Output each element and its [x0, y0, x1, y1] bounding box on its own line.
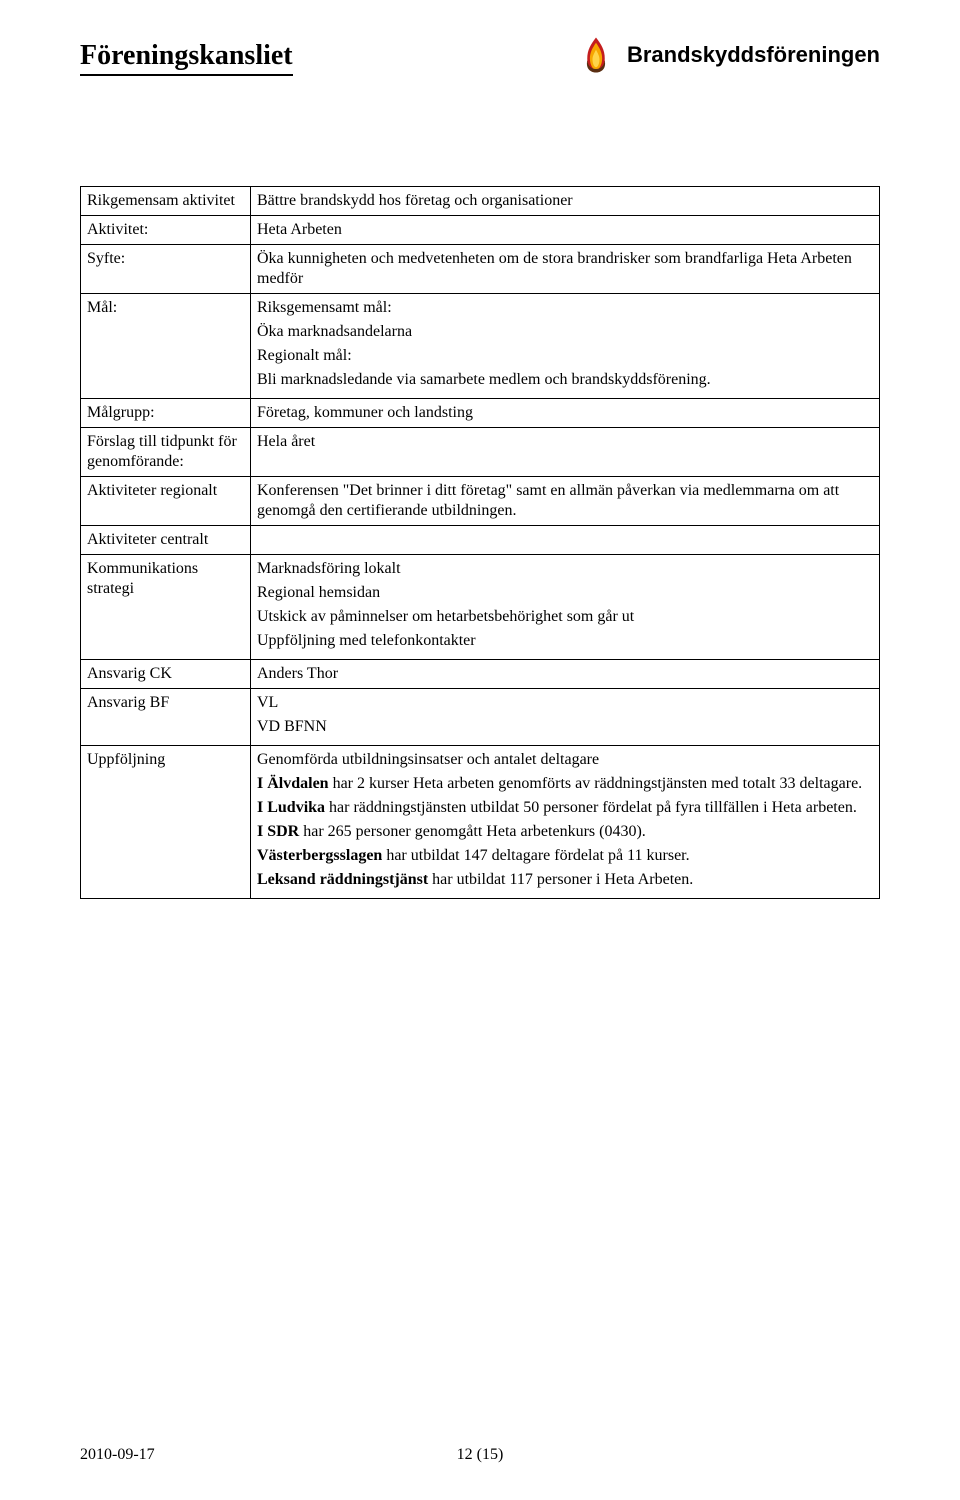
text-line: Uppföljning med telefonkontakter — [257, 631, 873, 651]
cell-value: Företag, kommuner och landsting — [251, 399, 880, 428]
table-row: Ansvarig BF VL VD BFNN — [81, 689, 880, 746]
cell-label: Ansvarig CK — [81, 660, 251, 689]
table-row: Förslag till tidpunkt för genomförande: … — [81, 428, 880, 477]
cell-value: Anders Thor — [251, 660, 880, 689]
cell-label: Rikgemensam aktivitet — [81, 187, 251, 216]
table-row: Målgrupp: Företag, kommuner och landstin… — [81, 399, 880, 428]
header-title: Föreningskansliet — [80, 40, 293, 76]
cell-value: Riksgemensamt mål: Öka marknadsandelarna… — [251, 294, 880, 399]
brand-block: Brandskyddsföreningen — [575, 34, 880, 76]
cell-value: Hela året — [251, 428, 880, 477]
table-row: Uppföljning Genomförda utbildningsinsats… — [81, 746, 880, 899]
text-line: Marknadsföring lokalt — [257, 559, 873, 579]
text-span: har utbildat 117 personer i Heta Arbeten… — [428, 871, 693, 888]
cell-label: Aktiviteter regionalt — [81, 477, 251, 526]
text-line: I SDR har 265 personer genomgått Heta ar… — [257, 822, 873, 842]
text-span: har 2 kurser Heta arbeten genomförts av … — [329, 775, 863, 792]
text-span: har räddningstjänsten utbildat 50 person… — [325, 799, 857, 816]
table-row: Mål: Riksgemensamt mål: Öka marknadsande… — [81, 294, 880, 399]
cell-label: Mål: — [81, 294, 251, 399]
text-line: I Älvdalen har 2 kurser Heta arbeten gen… — [257, 774, 873, 794]
brand-name: Brandskyddsföreningen — [627, 42, 880, 68]
text-line: I Ludvika har räddningstjänsten utbildat… — [257, 798, 873, 818]
table-row: Kommunikations strategi Marknadsföring l… — [81, 555, 880, 660]
cell-value: Heta Arbeten — [251, 216, 880, 245]
text-line: Genomförda utbildningsinsatser och antal… — [257, 750, 873, 770]
footer-date: 2010-09-17 — [80, 1446, 155, 1464]
bold-text: Västerbergsslagen — [257, 847, 382, 864]
cell-value: Genomförda utbildningsinsatser och antal… — [251, 746, 880, 899]
flame-logo-icon — [575, 34, 617, 76]
text-line: Leksand räddningstjänst har utbildat 117… — [257, 870, 873, 890]
cell-label: Ansvarig BF — [81, 689, 251, 746]
text-line: VL — [257, 693, 873, 713]
cell-label: Kommunikations strategi — [81, 555, 251, 660]
text-line: Regional hemsidan — [257, 583, 873, 603]
cell-value: Öka kunnigheten och medvetenheten om de … — [251, 245, 880, 294]
cell-label: Aktivitet: — [81, 216, 251, 245]
footer-page-number: 12 (15) — [457, 1446, 504, 1464]
table-row: Aktiviteter regionalt Konferensen "Det b… — [81, 477, 880, 526]
activity-table: Rikgemensam aktivitet Bättre brandskydd … — [80, 186, 880, 899]
text-line: Regionalt mål: — [257, 346, 873, 366]
cell-value: Konferensen "Det brinner i ditt företag"… — [251, 477, 880, 526]
table-row: Ansvarig CK Anders Thor — [81, 660, 880, 689]
text-span: har utbildat 147 deltagare fördelat på 1… — [382, 847, 689, 864]
cell-label: Målgrupp: — [81, 399, 251, 428]
table-row: Aktiviteter centralt — [81, 526, 880, 555]
document-header: Föreningskansliet Brandskyddsföreningen — [80, 40, 880, 76]
cell-label: Aktiviteter centralt — [81, 526, 251, 555]
bold-text: I Ludvika — [257, 799, 325, 816]
cell-label: Syfte: — [81, 245, 251, 294]
table-row: Aktivitet: Heta Arbeten — [81, 216, 880, 245]
text-line: Bli marknadsledande via samarbete medlem… — [257, 370, 873, 390]
text-line: Riksgemensamt mål: — [257, 298, 873, 318]
page-footer: 2010-09-17 12 (15) — [80, 1446, 880, 1464]
cell-value: VL VD BFNN — [251, 689, 880, 746]
cell-label: Uppföljning — [81, 746, 251, 899]
text-line: Utskick av påminnelser om hetarbetsbehör… — [257, 607, 873, 627]
cell-label: Förslag till tidpunkt för genomförande: — [81, 428, 251, 477]
bold-text: I SDR — [257, 823, 299, 840]
bold-text: Leksand räddningstjänst — [257, 871, 428, 888]
text-line: VD BFNN — [257, 717, 873, 737]
text-line: Öka marknadsandelarna — [257, 322, 873, 342]
bold-text: I Älvdalen — [257, 775, 329, 792]
table-row: Rikgemensam aktivitet Bättre brandskydd … — [81, 187, 880, 216]
cell-value: Bättre brandskydd hos företag och organi… — [251, 187, 880, 216]
cell-value — [251, 526, 880, 555]
text-line: Västerbergsslagen har utbildat 147 delta… — [257, 846, 873, 866]
text-span: har 265 personer genomgått Heta arbetenk… — [299, 823, 646, 840]
table-row: Syfte: Öka kunnigheten och medvetenheten… — [81, 245, 880, 294]
cell-value: Marknadsföring lokalt Regional hemsidan … — [251, 555, 880, 660]
